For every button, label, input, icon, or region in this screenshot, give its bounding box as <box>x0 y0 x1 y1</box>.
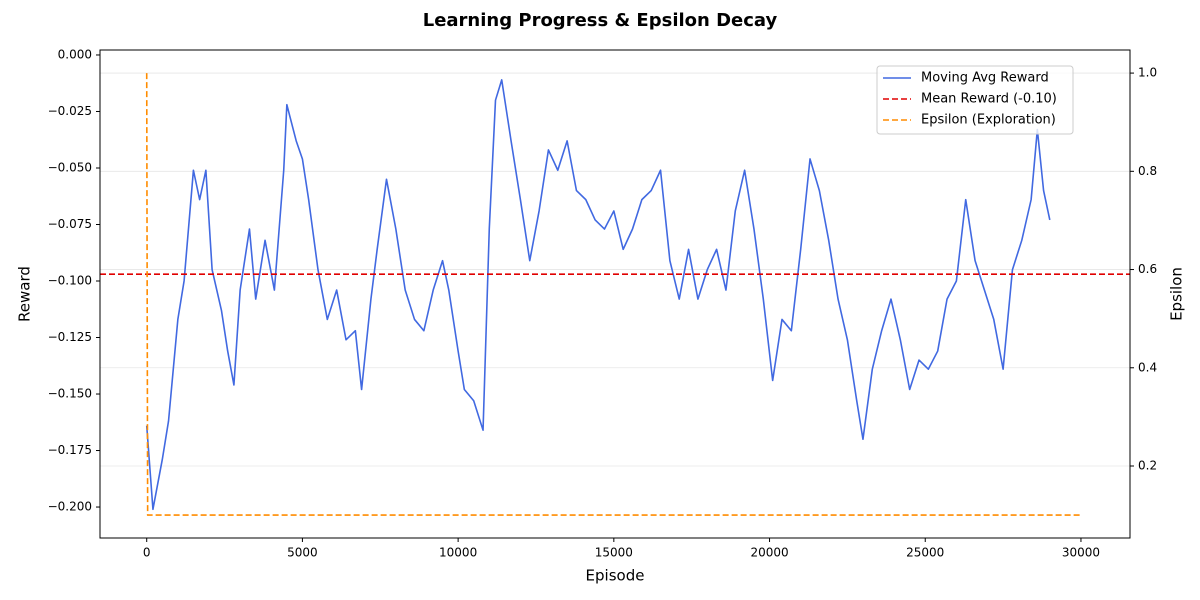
y-tick-label: −0.150 <box>48 387 92 401</box>
legend-label: Mean Reward (-0.10) <box>921 92 1057 107</box>
y2-tick-label: 0.8 <box>1138 164 1157 178</box>
x-axis-label: Episode <box>586 567 645 585</box>
y-tick-label: −0.025 <box>48 104 92 118</box>
y2-tick-label: 0.2 <box>1138 458 1157 472</box>
plot-frame <box>99 49 1131 539</box>
y2-tick-label: 1.0 <box>1138 66 1157 80</box>
x-tick-label: 15000 <box>595 546 633 560</box>
x-tick-label: 5000 <box>287 546 318 560</box>
y2-axis-label: Epsilon <box>1168 267 1186 321</box>
x-tick-label: 30000 <box>1062 546 1100 560</box>
y2-tick-label: 0.6 <box>1138 262 1157 276</box>
y-tick-label: 0.000 <box>58 47 92 61</box>
y-tick-label: −0.125 <box>48 330 92 344</box>
y2-tick-label: 0.4 <box>1138 360 1157 374</box>
y-tick-label: −0.175 <box>48 443 92 457</box>
series-line <box>145 73 1081 516</box>
y-tick-label: −0.050 <box>48 160 92 174</box>
x-tick-label: 25000 <box>906 546 944 560</box>
series-line <box>145 79 1051 511</box>
x-tick-label: 10000 <box>439 546 477 560</box>
legend-label: Moving Avg Reward <box>921 71 1049 86</box>
y-axis-label: Reward <box>16 266 34 322</box>
legend-label: Epsilon (Exploration) <box>921 113 1056 128</box>
x-tick-label: 0 <box>143 546 151 560</box>
chart-title: Learning Progress & Epsilon Decay <box>423 10 778 31</box>
x-tick-label: 20000 <box>750 546 788 560</box>
y-tick-label: −0.200 <box>48 500 92 514</box>
legend-box <box>876 65 1074 135</box>
y-tick-label: −0.100 <box>48 274 92 288</box>
y-tick-label: −0.075 <box>48 217 92 231</box>
